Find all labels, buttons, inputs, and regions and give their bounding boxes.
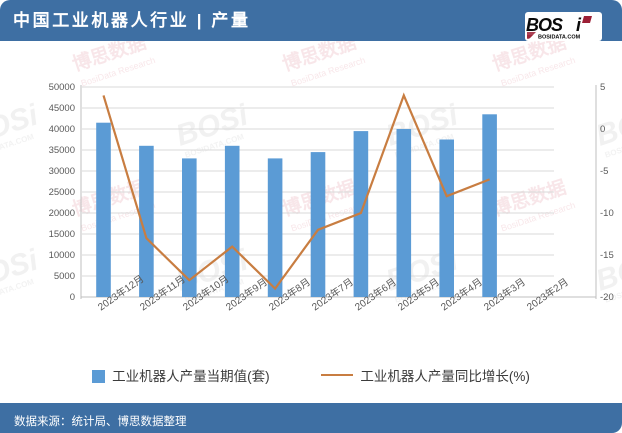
svg-text:-20: -20 (600, 292, 614, 303)
svg-text:0: 0 (70, 292, 75, 303)
svg-text:15000: 15000 (49, 229, 75, 240)
svg-text:博思数据: 博思数据 (69, 320, 148, 365)
svg-text:-15: -15 (600, 250, 614, 261)
svg-text:BOSIDATA.COM: BOSIDATA.COM (538, 35, 581, 41)
svg-text:30000: 30000 (49, 166, 75, 177)
svg-text:40000: 40000 (49, 124, 75, 135)
svg-text:博思数据: 博思数据 (489, 320, 568, 365)
svg-text:5000: 5000 (54, 271, 75, 282)
svg-text:35000: 35000 (49, 145, 75, 156)
svg-text:25000: 25000 (49, 187, 75, 198)
svg-text:5: 5 (600, 82, 605, 93)
svg-text:10000: 10000 (49, 250, 75, 261)
svg-text:博思数据: 博思数据 (279, 320, 358, 365)
svg-text:0: 0 (600, 124, 605, 135)
svg-text:50000: 50000 (49, 82, 75, 93)
svg-text:45000: 45000 (49, 103, 75, 114)
svg-text:20000: 20000 (49, 208, 75, 219)
svg-text:-5: -5 (600, 166, 608, 177)
svg-text:-10: -10 (600, 208, 614, 219)
svg-text:i: i (576, 15, 582, 35)
